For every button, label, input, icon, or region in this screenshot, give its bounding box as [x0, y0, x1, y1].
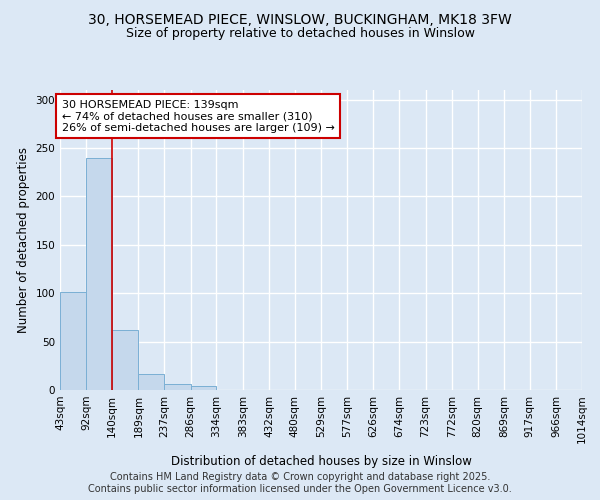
- Y-axis label: Number of detached properties: Number of detached properties: [17, 147, 30, 333]
- Bar: [112, 330, 139, 390]
- Bar: [60, 292, 86, 390]
- Text: Size of property relative to detached houses in Winslow: Size of property relative to detached ho…: [125, 28, 475, 40]
- Bar: [164, 384, 191, 390]
- Text: Contains HM Land Registry data © Crown copyright and database right 2025.
Contai: Contains HM Land Registry data © Crown c…: [88, 472, 512, 494]
- Text: 30 HORSEMEAD PIECE: 139sqm
← 74% of detached houses are smaller (310)
26% of sem: 30 HORSEMEAD PIECE: 139sqm ← 74% of deta…: [62, 100, 334, 133]
- Bar: [139, 374, 164, 390]
- Text: Distribution of detached houses by size in Winslow: Distribution of detached houses by size …: [170, 454, 472, 468]
- Bar: [86, 158, 112, 390]
- Bar: [191, 386, 217, 390]
- Text: 30, HORSEMEAD PIECE, WINSLOW, BUCKINGHAM, MK18 3FW: 30, HORSEMEAD PIECE, WINSLOW, BUCKINGHAM…: [88, 12, 512, 26]
